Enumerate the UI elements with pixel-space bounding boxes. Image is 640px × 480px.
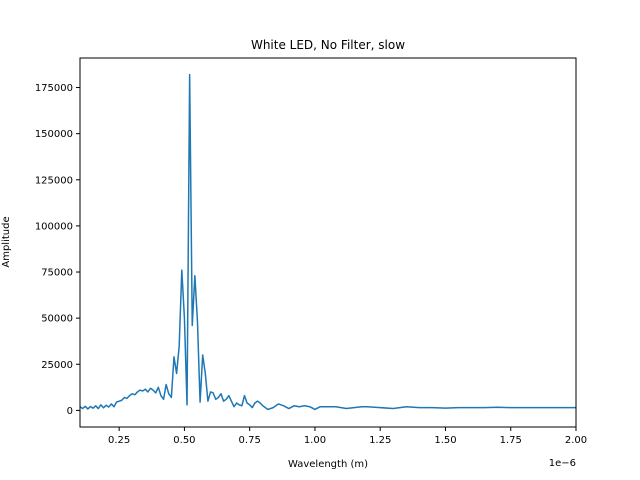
y-tick-label: 50000 <box>41 314 73 325</box>
x-tick-label: 0.75 <box>239 435 261 446</box>
y-axis-label: Amplitude <box>1 216 12 267</box>
y-tick-label: 75000 <box>41 268 73 279</box>
x-axis-offset-label: 1e−6 <box>549 458 576 469</box>
series-layer <box>79 73 576 411</box>
x-tick-label: 1.25 <box>369 435 391 446</box>
series-line-0 <box>79 73 576 411</box>
x-tick-label: 1.75 <box>500 435 522 446</box>
x-tick-label: 1.50 <box>434 435 456 446</box>
x-tick-label: 2.00 <box>565 435 587 446</box>
y-tick-label: 150000 <box>35 129 73 140</box>
y-tick-label: 0 <box>67 406 73 417</box>
y-tick-label: 25000 <box>41 360 73 371</box>
y-tick-label: 100000 <box>35 221 73 232</box>
y-tick-label: 125000 <box>35 175 73 186</box>
x-axis-label: Wavelength (m) <box>288 459 368 470</box>
y-tick-label: 175000 <box>35 83 73 94</box>
x-tick-label: 1.00 <box>304 435 326 446</box>
x-tick-label: 0.25 <box>108 435 130 446</box>
x-tick-label: 0.50 <box>173 435 195 446</box>
plot-frame <box>79 57 577 428</box>
x-axis-ticks: 0.25 0.50 0.75 1.00 1.25 1.50 1.75 2.00 <box>108 427 587 446</box>
y-axis-ticks: 0 25000 50000 75000 100000 125000 150000 175000 <box>35 83 80 417</box>
chart-title: White LED, No Filter, slow <box>251 38 405 52</box>
plot-area <box>79 57 577 428</box>
